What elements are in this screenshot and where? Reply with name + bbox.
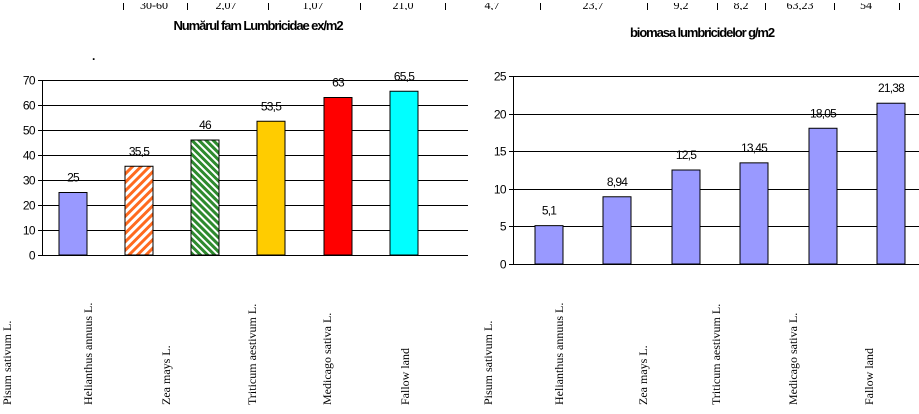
y-tick-label: 0 xyxy=(29,249,36,263)
y-tick-label: 50 xyxy=(23,124,36,138)
bar xyxy=(808,127,838,265)
y-tick-label: 70 xyxy=(23,74,36,88)
y-tick-label: 30 xyxy=(23,174,36,188)
data-label: 63 xyxy=(332,76,345,90)
strip-cell-text: 2,07 xyxy=(216,3,237,10)
top-table-strip: 30-60 2,07 1,07 21,0 4,7 23,7 9,2 8,2 63,23 54 xyxy=(0,0,919,10)
bar xyxy=(389,90,419,256)
x-category-label: Pisum sativum L. xyxy=(481,321,495,405)
strip-cell-text: 8,2 xyxy=(734,3,749,10)
y-tick-label: 60 xyxy=(23,99,36,113)
y-tick-label: 20 xyxy=(494,108,507,122)
bar xyxy=(739,162,769,265)
x-category-label: Triticum aestivum L. xyxy=(245,304,259,405)
chart1-title: Numărul fam Lumbricidae ex/m2 xyxy=(174,18,344,33)
bar xyxy=(602,196,632,265)
strip-cell-text: 4,7 xyxy=(485,3,500,10)
data-label: 46 xyxy=(199,118,212,132)
y-tick-label: 20 xyxy=(23,199,36,213)
chart-lumbricidae-biomass-svg: biomasa lumbricidelor g/m2 5,1 8,94 12,5 13… xyxy=(481,25,919,405)
x-category-label: Zea mays L. xyxy=(159,345,173,405)
x-category-label: Helianthus annuus L. xyxy=(81,303,95,405)
bar xyxy=(256,120,286,256)
top-table-strip-svg: 30-60 2,07 1,07 21,0 4,7 23,7 9,2 8,2 63,23 54 xyxy=(123,0,900,10)
bar xyxy=(58,192,88,256)
y-tick-label: 10 xyxy=(494,183,507,197)
data-label: 65,5 xyxy=(394,69,415,83)
x-category-label: Medicago sativa L. xyxy=(786,313,800,405)
y-tick-label: 5 xyxy=(500,220,507,234)
x-category-label: Zea mays L. xyxy=(636,345,650,405)
y-tick-label: 0 xyxy=(500,258,507,272)
strip-cell-text: 21,0 xyxy=(393,3,414,10)
chart1-dot: · xyxy=(92,52,96,66)
data-label: 5,1 xyxy=(542,204,557,218)
data-label: 8,94 xyxy=(607,175,628,189)
bar xyxy=(671,169,701,265)
y-tick-label: 10 xyxy=(23,224,36,238)
strip-cell-text: 9,2 xyxy=(674,3,689,10)
y-tick-label: 40 xyxy=(23,149,36,163)
bar xyxy=(190,139,220,256)
data-label: 12,5 xyxy=(676,148,697,162)
chart-lumbricidae-count-svg: Numărul fam Lumbricidae ex/m2 · 25 35,5 46… xyxy=(0,18,468,405)
y-tick-label: 25 xyxy=(494,70,507,84)
bar xyxy=(323,97,353,256)
strip-cell-text: 30-60 xyxy=(140,3,168,10)
x-category-label: Pisum sativum L. xyxy=(0,321,14,405)
data-label: 35,5 xyxy=(129,144,150,158)
data-label: 53,5 xyxy=(261,99,282,113)
chart-lumbricidae-count: Numărul fam Lumbricidae ex/m2 · 25 35,5 46… xyxy=(0,18,468,405)
data-label: 25 xyxy=(67,171,80,185)
chart-lumbricidae-biomass: biomasa lumbricidelor g/m2 5,1 8,94 12,5 13… xyxy=(470,0,919,409)
x-category-label: Helianthus annuus L. xyxy=(552,303,566,405)
strip-cell-text: 63,23 xyxy=(787,3,814,10)
data-label: 21,38 xyxy=(878,81,905,95)
data-label: 18,05 xyxy=(810,106,837,120)
bar xyxy=(876,102,906,265)
bar xyxy=(534,225,564,265)
y-tick-label: 15 xyxy=(494,145,507,159)
x-category-label: Fallow land xyxy=(398,348,412,405)
strip-cell-text: 54 xyxy=(860,3,872,10)
bar xyxy=(124,165,154,256)
strip-cell-text: 23,7 xyxy=(583,3,604,10)
chart2-title: biomasa lumbricidelor g/m2 xyxy=(630,25,775,40)
data-label: 13,45 xyxy=(741,141,768,155)
strip-cell-text: 1,07 xyxy=(303,3,324,10)
x-category-label: Medicago sativa L. xyxy=(320,313,334,405)
x-category-label: Triticum aestivum L. xyxy=(709,304,723,405)
x-category-label: Fallow land xyxy=(862,348,876,405)
